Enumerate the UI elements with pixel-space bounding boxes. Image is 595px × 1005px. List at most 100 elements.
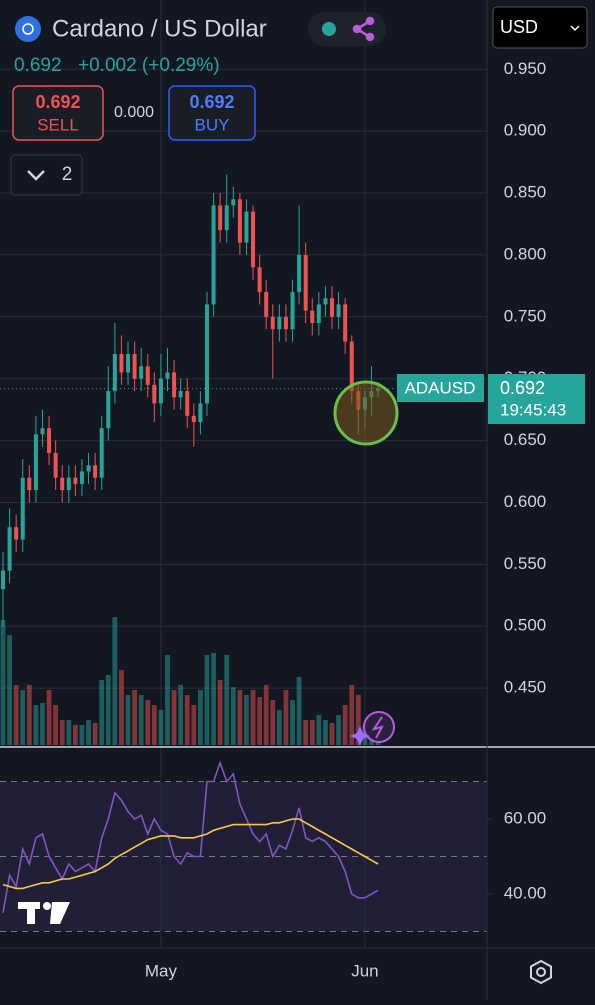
candle-body (33, 434, 38, 491)
candle-body (277, 316, 282, 330)
volume-bar (53, 705, 59, 745)
buy-button[interactable] (168, 85, 256, 141)
indicator-count: 2 (62, 164, 73, 185)
candle-body (158, 378, 163, 404)
volume-bar (184, 695, 190, 745)
price-tag-price: 0.692 (500, 378, 545, 398)
price-tag (488, 374, 585, 424)
symbol-tag (397, 374, 484, 402)
sell-button[interactable] (12, 85, 104, 141)
y-tick-label: 0.900 (504, 121, 547, 140)
candle-body (349, 341, 354, 392)
volume-bar (323, 720, 328, 745)
candle-body (14, 527, 19, 540)
candle-body (172, 372, 177, 398)
header-price: 0.692 (14, 55, 62, 76)
candle-body (112, 353, 117, 392)
volume-bar (119, 670, 124, 745)
grid (0, 0, 492, 948)
indicator-toggle[interactable] (10, 154, 83, 196)
candle-body (53, 452, 58, 478)
volume-bar (270, 700, 276, 745)
spread: 0.000 (114, 104, 154, 121)
volume-bar (204, 655, 210, 745)
y-tick-label: 0.600 (504, 492, 547, 511)
candle-body (303, 254, 308, 311)
volume-bar (0, 620, 6, 745)
symbol-tag-text: ADAUSD (405, 378, 476, 397)
volume-bar (290, 700, 295, 745)
volume-bar (151, 705, 157, 745)
candle-body (7, 527, 12, 571)
volume-bar (349, 685, 355, 745)
y-tick-label: 40.00 (504, 883, 547, 902)
volume-bar (211, 653, 216, 745)
volume-bar (263, 685, 269, 745)
volume-bar (105, 675, 111, 745)
volume-bar (257, 697, 263, 745)
candle-body (264, 292, 269, 317)
volume-bar (72, 725, 78, 745)
tv-logo (18, 902, 70, 924)
candle-body (60, 477, 65, 491)
volume-bar (112, 617, 118, 745)
candle-body (251, 211, 256, 268)
candle-body (310, 310, 315, 323)
volume-bar (59, 720, 65, 745)
volume-bar (138, 695, 144, 745)
volume-bar (26, 685, 32, 745)
volume-bar (250, 690, 256, 745)
volume-bar (316, 715, 322, 745)
candle-body (330, 298, 334, 317)
candle-body (20, 477, 25, 540)
candle-body (237, 199, 242, 243)
candle-body (119, 353, 124, 373)
volume-bar (125, 695, 131, 745)
volume-bar (20, 690, 26, 745)
candle-body (257, 267, 262, 293)
select-arrow (570, 25, 580, 32)
volume-bar (165, 655, 170, 745)
y-tick-label: 0.850 (504, 183, 547, 202)
candle-body (323, 298, 328, 305)
volume-bar (79, 725, 85, 745)
volume-bar (217, 680, 223, 745)
settings-icon[interactable] (530, 959, 552, 985)
candle-body (165, 372, 170, 379)
currency-select[interactable] (492, 6, 588, 49)
y-tick-label: 0.800 (504, 244, 547, 263)
rsi (2, 760, 379, 913)
toggle-icon (352, 16, 375, 42)
candle-body (79, 471, 84, 484)
volume-bar (303, 720, 309, 745)
toggle-dot (322, 22, 336, 36)
candle-body (191, 415, 196, 423)
rsi-line (2, 818, 379, 890)
y-tick-label: 0.550 (504, 554, 547, 573)
volume-bar (66, 720, 72, 745)
volume-bar (40, 703, 45, 745)
toggle[interactable] (308, 12, 386, 46)
candle-body (93, 465, 98, 478)
volume-bar (276, 710, 282, 745)
candle-body (40, 428, 45, 435)
candle-body (336, 304, 341, 317)
candle-body (178, 391, 183, 398)
volume-bar (296, 677, 302, 745)
candle-body (343, 304, 348, 342)
sparkle (350, 726, 370, 746)
candle-body (244, 211, 249, 243)
coin-icon (15, 16, 41, 42)
coin-icon-mark (22, 23, 34, 35)
candle-body (290, 292, 295, 330)
candle-body (86, 465, 91, 472)
volume-bar (13, 685, 19, 745)
candle-body (283, 316, 288, 330)
settings-icon-center (536, 967, 546, 977)
candle-body (204, 304, 209, 404)
candle-body (185, 391, 190, 416)
chevron (27, 170, 45, 181)
volume-bar (171, 690, 177, 745)
